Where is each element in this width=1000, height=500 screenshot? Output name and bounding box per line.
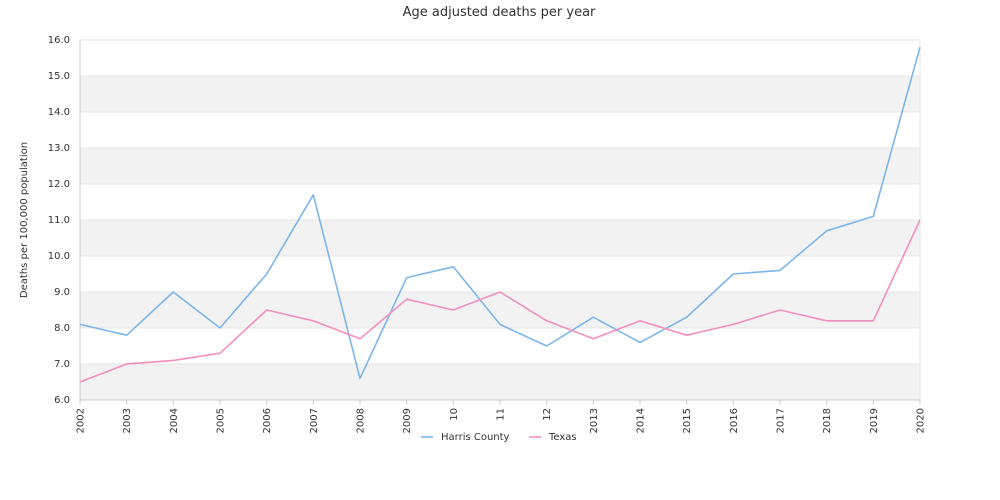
- grid-band: [80, 148, 920, 184]
- series-line: [79, 219, 921, 383]
- y-axis-label: Deaths per 100,000 population: [19, 142, 30, 298]
- y-tick-label: 11.0: [48, 215, 70, 226]
- y-tick-label: 9.0: [54, 287, 70, 298]
- y-tick-label: 8.0: [54, 323, 70, 334]
- grid-band: [80, 184, 920, 220]
- y-tick-label: 7.0: [54, 359, 70, 370]
- x-tick-label: 2002: [76, 408, 87, 433]
- series-line: [79, 46, 921, 380]
- x-tick-label: 11: [496, 408, 507, 421]
- x-tick-label: 2019: [869, 408, 880, 433]
- y-tick-label: 6.0: [54, 395, 70, 406]
- y-tick-label: 10.0: [48, 251, 70, 262]
- x-tick-label: 2009: [402, 408, 413, 433]
- x-tick-label: 10: [449, 408, 460, 421]
- grid-band: [80, 328, 920, 364]
- grid-band: [80, 76, 920, 112]
- legend: Harris County Texas: [421, 432, 577, 443]
- x-tick-label: 12: [542, 408, 553, 421]
- x-tick-label: 2004: [169, 408, 180, 433]
- grid-band: [80, 40, 920, 76]
- y-tick-label: 14.0: [48, 107, 70, 118]
- legend-label[interactable]: Harris County: [441, 432, 510, 443]
- y-tick-label: 16.0: [48, 35, 70, 46]
- y-tick-label: 13.0: [48, 143, 70, 154]
- x-tick-label: 2017: [776, 408, 787, 433]
- x-axis-ticks: 2002 2003 2004 2005 2006 2007 2008 2009 10 11 12 20…: [76, 400, 927, 433]
- x-tick-label: 2016: [729, 408, 740, 433]
- x-tick-label: 2003: [122, 408, 133, 433]
- grid-band: [80, 364, 920, 400]
- x-tick-label: 2008: [356, 408, 367, 433]
- x-tick-label: 2005: [216, 408, 227, 433]
- grid-band: [80, 292, 920, 328]
- y-axis-ticks: 6.0 7.0 8.0 9.0 10.0 11.0 12.0 13.0 14.0 15.0 16.0: [48, 35, 70, 406]
- grid-band: [80, 220, 920, 256]
- x-tick-label: 2020: [916, 408, 927, 433]
- y-tick-label: 15.0: [48, 71, 70, 82]
- x-tick-label: 2013: [589, 408, 600, 433]
- x-tick-label: 2015: [682, 408, 693, 433]
- x-tick-label: 2014: [636, 408, 647, 433]
- grid-band: [80, 112, 920, 148]
- x-tick-label: 2018: [822, 408, 833, 433]
- grid-bands: [80, 40, 920, 400]
- x-tick-label: 2007: [309, 408, 320, 433]
- x-tick-label: 2006: [262, 408, 273, 433]
- y-tick-label: 12.0: [48, 179, 70, 190]
- grid-band: [80, 256, 920, 292]
- legend-label[interactable]: Texas: [548, 432, 577, 443]
- chart-title: Age adjusted deaths per year: [403, 5, 596, 20]
- series-lines: [79, 46, 921, 383]
